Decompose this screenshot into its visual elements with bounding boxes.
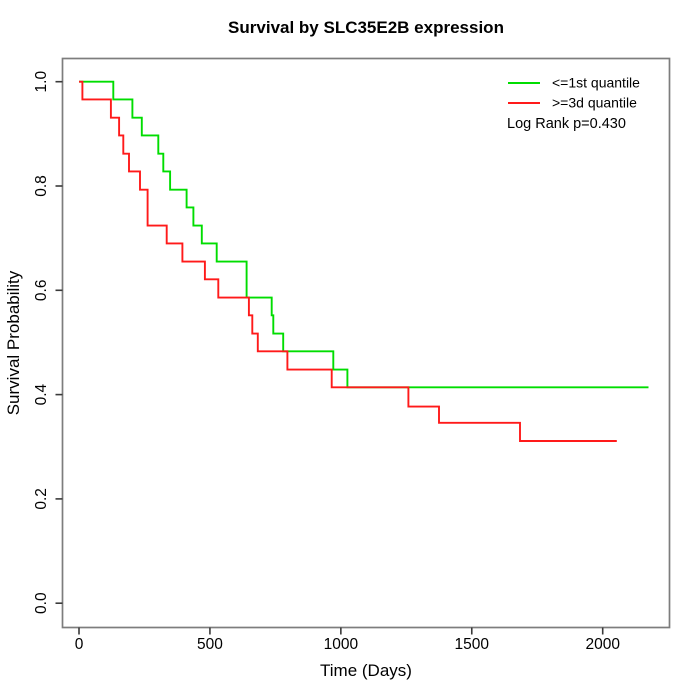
y-tick-label: 0.0 <box>33 592 50 614</box>
chart-title: Survival by SLC35E2B expression <box>228 18 504 37</box>
x-tick-label: 500 <box>197 636 223 653</box>
x-tick-label: 1000 <box>324 636 359 653</box>
legend-label-third-quantile: >=3d quantile <box>552 95 637 111</box>
y-axis-title: Survival Probability <box>4 270 23 415</box>
y-tick-label: 1.0 <box>33 71 50 93</box>
y-tick-label: 0.2 <box>33 488 50 510</box>
survival-curve-series-0 <box>79 80 649 389</box>
x-tick-label: 1500 <box>455 636 490 653</box>
y-axis: 0.0 0.2 0.4 0.6 0.8 1.0 <box>33 71 63 614</box>
y-tick-label: 0.4 <box>33 383 50 405</box>
y-tick-label: 0.6 <box>33 280 50 302</box>
y-tick-label: 0.8 <box>33 175 50 197</box>
plot-box <box>61 57 671 629</box>
x-axis-title: Time (Days) <box>320 661 412 680</box>
curves-layer <box>79 80 649 442</box>
x-axis: 0 500 1000 1500 2000 <box>75 627 620 653</box>
x-tick-label: 0 <box>75 636 84 653</box>
x-tick-label: 2000 <box>585 636 620 653</box>
legend: <=1st quantile >=3d quantile Log Rank p=… <box>507 75 640 133</box>
logrank-annotation: Log Rank p=0.430 <box>507 116 626 132</box>
legend-label-first-quantile: <=1st quantile <box>552 75 640 91</box>
survival-curve-series-1 <box>79 80 617 442</box>
